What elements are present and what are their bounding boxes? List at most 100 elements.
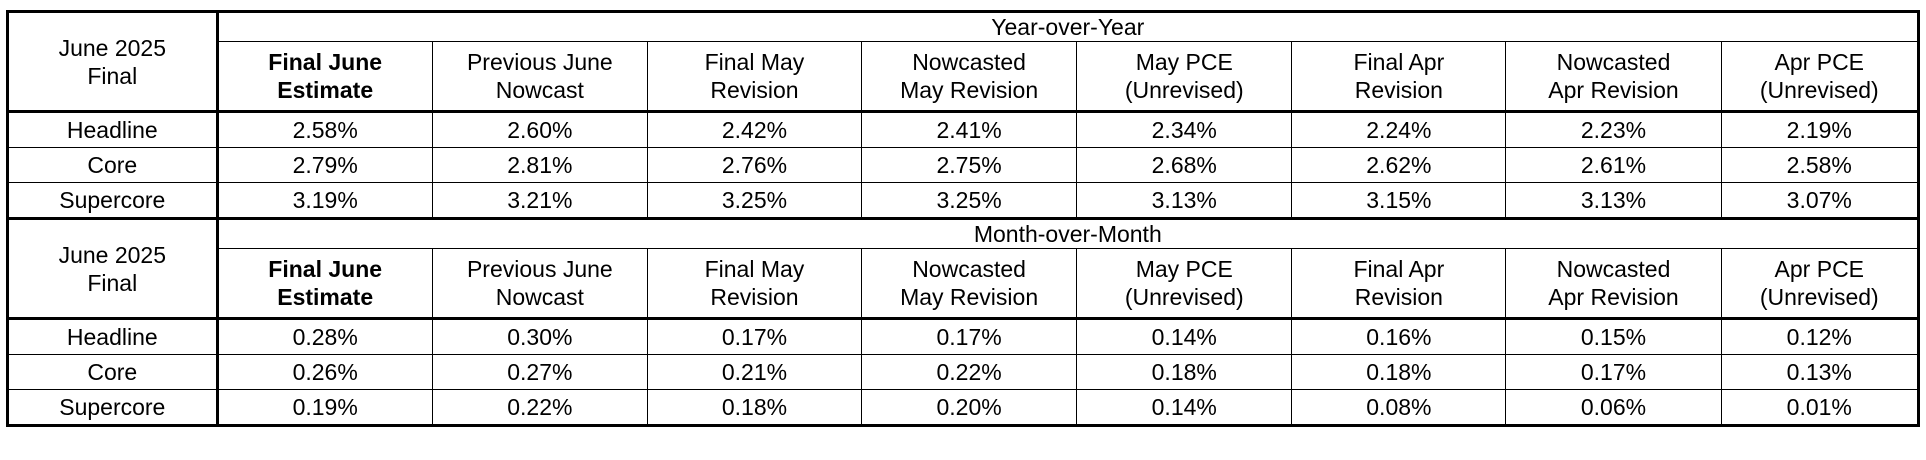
table-row: Supercore 3.19% 3.21% 3.25% 3.25% 3.13% 3.15% 3… xyxy=(7,182,1920,220)
table-cell: 0.08% xyxy=(1291,389,1507,427)
table-row: Headline 0.28% 0.30% 0.17% 0.17% 0.14% 0.16% 0.… xyxy=(7,318,1920,355)
column-header-line: May Revision xyxy=(900,77,1039,103)
row-label: Headline xyxy=(7,318,219,355)
column-header-line: Nowcast xyxy=(495,77,584,103)
column-header-line: Final Apr xyxy=(1353,49,1445,75)
column-header: Final Apr Revision xyxy=(1291,41,1507,113)
column-header: Final Apr Revision xyxy=(1291,248,1507,320)
table-cell: 2.68% xyxy=(1076,147,1293,183)
column-header-line: Apr PCE xyxy=(1774,256,1865,282)
column-header-line: Final May xyxy=(704,256,805,282)
table-cell: 2.60% xyxy=(431,111,648,148)
column-header-line: Apr Revision xyxy=(1548,284,1679,310)
corner-label-line: Final xyxy=(87,269,138,296)
column-header-line: Revision xyxy=(1354,77,1443,103)
column-header-line: Nowcasted xyxy=(1556,256,1671,282)
column-header-row: Final June Estimate Previous June Nowcast Fi… xyxy=(8,41,1920,113)
column-header: Final June Estimate xyxy=(216,248,433,320)
column-header-line: Final June xyxy=(268,256,383,282)
table-cell: 0.27% xyxy=(431,354,648,390)
column-header-line: Previous June xyxy=(466,49,613,75)
column-header-line: Final June xyxy=(268,49,383,75)
column-header-line: May PCE xyxy=(1135,256,1233,282)
table-cell: 2.42% xyxy=(646,111,863,148)
table-cell: 0.15% xyxy=(1505,318,1722,355)
corner-label-line: Final xyxy=(87,62,138,89)
table-row: Headline 2.58% 2.60% 2.42% 2.41% 2.34% 2.24% 2.… xyxy=(7,111,1920,148)
column-header: Previous June Nowcast xyxy=(431,41,648,113)
column-header-line: (Unrevised) xyxy=(1124,77,1244,103)
table-cell: 2.23% xyxy=(1505,111,1722,148)
column-header-row: Final June Estimate Previous June Nowcast Fi… xyxy=(8,248,1920,320)
column-header-line: Revision xyxy=(1354,284,1443,310)
column-header-line: (Unrevised) xyxy=(1759,77,1879,103)
table-cell: 0.26% xyxy=(216,354,433,390)
row-label: Core xyxy=(7,147,219,183)
table-cell: 0.12% xyxy=(1720,318,1920,355)
corner-label-line: June 2025 xyxy=(58,241,167,268)
table-cell: 3.21% xyxy=(431,182,648,220)
table-cell: 2.76% xyxy=(646,147,863,183)
table-cell: 0.22% xyxy=(431,389,648,427)
column-header-line: Nowcast xyxy=(495,284,584,310)
section-title: Month-over-Month xyxy=(216,217,1920,249)
column-header: May PCE (Unrevised) xyxy=(1076,41,1293,113)
table-body: June 2025 Final Year-over-Year Final June Es… xyxy=(7,10,1920,427)
table-row: Core 2.79% 2.81% 2.76% 2.75% 2.68% 2.62% 2.61% 2… xyxy=(7,147,1920,183)
column-header-line: May PCE xyxy=(1135,49,1233,75)
table-cell: 0.17% xyxy=(646,318,863,355)
table-cell: 0.17% xyxy=(860,318,1078,355)
column-header: Nowcasted May Revision xyxy=(860,248,1078,320)
column-header: Final May Revision xyxy=(646,248,863,320)
column-header-line: (Unrevised) xyxy=(1759,284,1879,310)
table-cell: 0.22% xyxy=(860,354,1078,390)
column-header: Nowcasted Apr Revision xyxy=(1505,41,1722,113)
table-cell: 3.25% xyxy=(860,182,1078,220)
column-header-line: Estimate xyxy=(277,77,374,103)
column-header-line: Nowcasted xyxy=(912,256,1026,282)
row-label: Supercore xyxy=(7,182,219,220)
column-header-line: Final May xyxy=(704,49,805,75)
corner-label: June 2025 Final xyxy=(7,217,219,320)
column-header: Previous June Nowcast xyxy=(431,248,648,320)
table-cell: 3.07% xyxy=(1720,182,1920,220)
table-cell: 0.18% xyxy=(646,389,863,427)
table-cell: 2.62% xyxy=(1291,147,1507,183)
table-cell: 0.17% xyxy=(1505,354,1722,390)
table-cell: 2.34% xyxy=(1076,111,1293,148)
table-cell: 0.13% xyxy=(1720,354,1920,390)
section-title: Year-over-Year xyxy=(216,10,1920,42)
table-cell: 2.79% xyxy=(216,147,433,183)
column-header-line: Final Apr xyxy=(1353,256,1445,282)
table-row: Core 0.26% 0.27% 0.21% 0.22% 0.18% 0.18% 0.17% 0… xyxy=(7,354,1920,390)
table-cell: 0.20% xyxy=(860,389,1078,427)
column-header: Nowcasted Apr Revision xyxy=(1505,248,1722,320)
column-header-line: May Revision xyxy=(900,284,1039,310)
column-header-line: Previous June xyxy=(466,256,613,282)
column-header: Apr PCE (Unrevised) xyxy=(1720,248,1920,320)
table-cell: 0.30% xyxy=(431,318,648,355)
table-cell: 0.16% xyxy=(1291,318,1507,355)
column-header-line: (Unrevised) xyxy=(1124,284,1244,310)
section-title-row: June 2025 Final Month-over-Month xyxy=(7,217,1920,320)
table-cell: 2.81% xyxy=(431,147,648,183)
table-cell: 2.61% xyxy=(1505,147,1722,183)
table-cell: 0.18% xyxy=(1076,354,1293,390)
table-cell: 3.19% xyxy=(216,182,433,220)
column-header-line: Revision xyxy=(710,77,799,103)
table-cell: 3.15% xyxy=(1291,182,1507,220)
column-header-line: Revision xyxy=(710,284,799,310)
column-header: Final June Estimate xyxy=(216,41,433,113)
table-cell: 2.24% xyxy=(1291,111,1507,148)
table-cell: 0.01% xyxy=(1720,389,1920,427)
table-cell: 2.58% xyxy=(1720,147,1920,183)
table-cell: 3.25% xyxy=(646,182,863,220)
corner-label: June 2025 Final xyxy=(7,10,219,113)
column-header: Final May Revision xyxy=(646,41,863,113)
column-header: Apr PCE (Unrevised) xyxy=(1720,41,1920,113)
column-header: Nowcasted May Revision xyxy=(860,41,1078,113)
pce-nowcast-table: June 2025 Final Year-over-Year Final June Es… xyxy=(6,10,1920,427)
row-label: Headline xyxy=(7,111,219,148)
column-header-line: Apr Revision xyxy=(1548,77,1679,103)
table-cell: 0.14% xyxy=(1076,389,1293,427)
